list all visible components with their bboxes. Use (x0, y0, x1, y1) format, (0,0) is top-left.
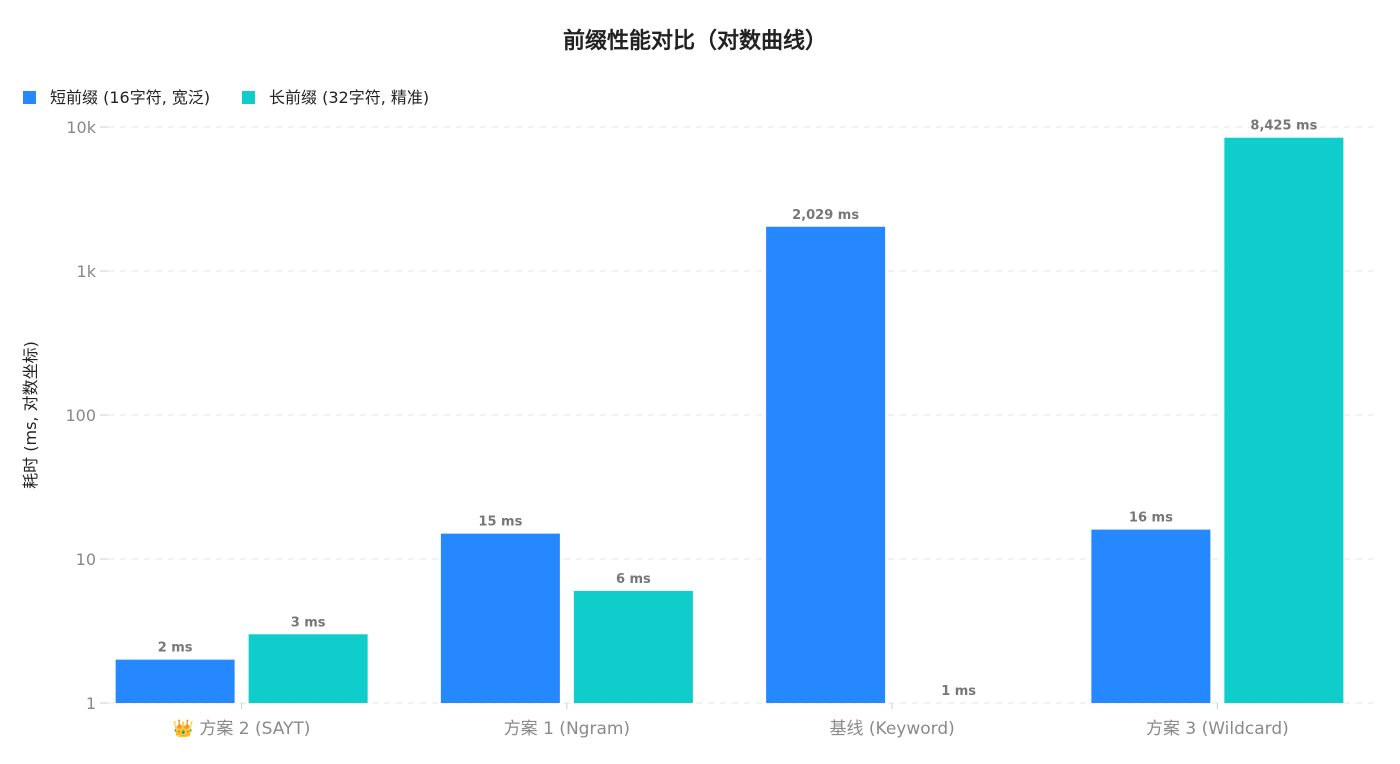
data-label: 16 ms (1129, 511, 1173, 526)
data-label: 15 ms (478, 515, 522, 530)
bar-long-3[interactable] (1224, 137, 1344, 704)
bar-short-0[interactable] (115, 659, 235, 703)
x-category-label: 方案 1 (Ngram) (504, 719, 630, 739)
y-tick-label: 10 (76, 550, 96, 569)
bars (115, 137, 1344, 704)
data-label: 1 ms (941, 684, 976, 699)
y-tick-label: 1 (86, 694, 96, 713)
x-axis-categories: 👑 方案 2 (SAYT) 方案 1 (Ngram) 基线 (Keyword) 方案 … (173, 703, 1289, 739)
bar-long-1[interactable] (573, 590, 693, 703)
y-tick-label: 1k (77, 262, 97, 281)
x-category-label: 基线 (Keyword) (829, 719, 954, 739)
bar-short-1[interactable] (440, 533, 560, 703)
data-label: 2,029 ms (792, 208, 859, 223)
data-label: 3 ms (291, 615, 326, 630)
data-label: 2 ms (158, 641, 193, 656)
y-tick-label: 100 (65, 406, 96, 425)
legend: 短前缀 (16字符, 宽泛) 长前缀 (32字符, 精准) (23, 88, 429, 107)
chart-title: 前缀性能对比（对数曲线） (563, 28, 827, 54)
bar-short-2[interactable] (766, 226, 886, 703)
bar-short-3[interactable] (1091, 529, 1211, 703)
legend-swatch-short (23, 91, 36, 104)
legend-swatch-long (242, 91, 255, 104)
legend-label-short[interactable]: 短前缀 (16字符, 宽泛) (50, 88, 210, 107)
y-tick-label: 10k (66, 118, 96, 137)
data-labels: 2 ms 3 ms 15 ms 6 ms 2,029 ms 1 ms 16 ms 8,425 … (158, 119, 1318, 699)
y-axis-label: 耗时 (ms, 对数坐标) (21, 341, 40, 489)
data-label: 6 ms (616, 572, 651, 587)
x-category-label: 👑 方案 2 (SAYT) (173, 719, 311, 739)
data-label: 8,425 ms (1250, 119, 1317, 134)
bar-long-0[interactable] (248, 634, 368, 703)
x-category-label: 方案 3 (Wildcard) (1146, 719, 1289, 739)
legend-label-long[interactable]: 长前缀 (32字符, 精准) (269, 88, 429, 107)
y-axis-ticks: 1 10 100 1k 10k (65, 118, 108, 713)
